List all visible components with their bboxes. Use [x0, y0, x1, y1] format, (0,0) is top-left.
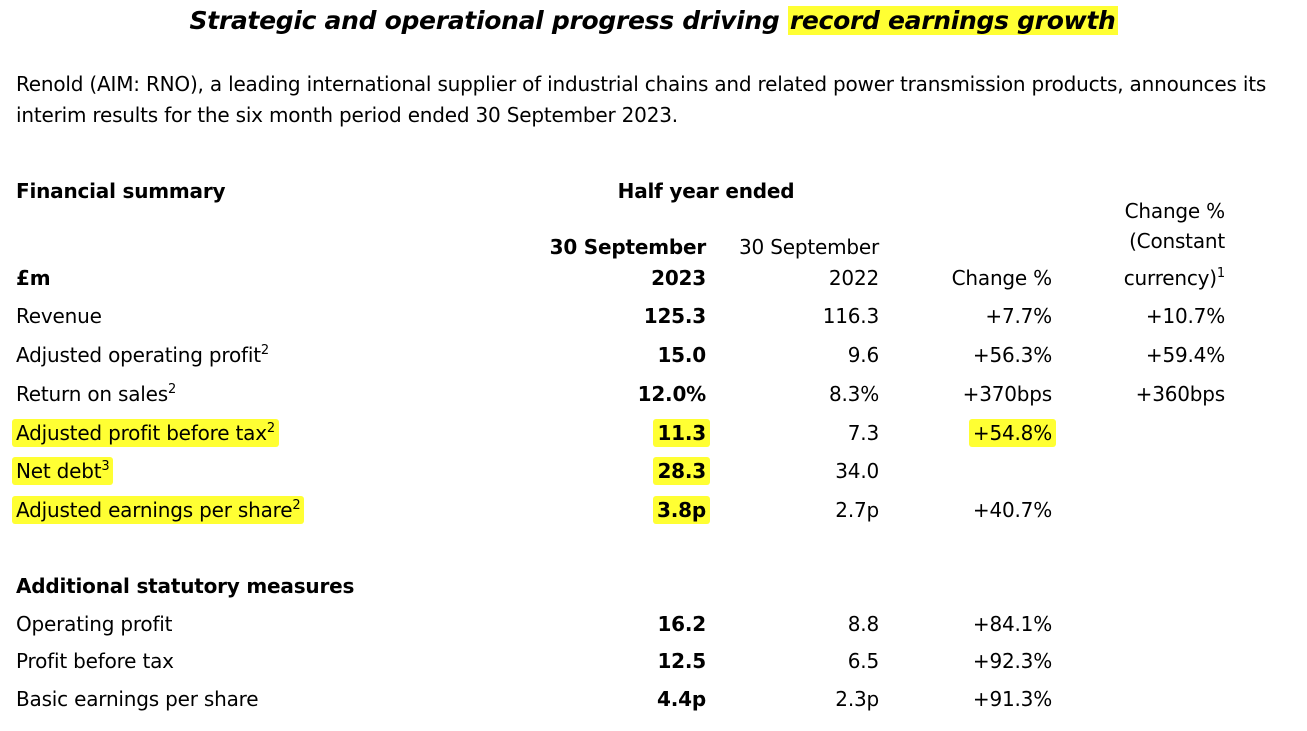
row-current: 12.0%	[637, 382, 707, 406]
row-current: 16.2	[657, 612, 706, 636]
footnote-ref: 2	[266, 421, 275, 436]
row-label: Adjusted earnings per share2	[12, 496, 305, 524]
row-label: Adjusted operating profit2	[16, 343, 269, 367]
statutory-title: Additional statutory measures	[16, 574, 355, 598]
highlight-mark: Adjusted profit before tax2	[12, 419, 279, 447]
footnote-ref: 2	[292, 498, 301, 513]
row-current: 15.0	[657, 343, 706, 367]
cc-header-line3: currency)1	[1123, 266, 1225, 290]
row-cc: +59.4%	[1145, 343, 1225, 367]
row-label: Revenue	[16, 304, 102, 328]
row-cc: +10.7%	[1145, 304, 1225, 328]
footnote-ref: 3	[101, 459, 110, 474]
headline-highlight: record earnings growth	[787, 6, 1118, 35]
highlight-mark: 3.8p	[653, 496, 710, 524]
row-change: +40.7%	[972, 498, 1052, 522]
row-label: Basic earnings per share	[16, 687, 259, 711]
row-prior: 6.5	[847, 649, 879, 673]
row-prior: 2.7p	[835, 498, 879, 522]
highlight-mark: Net debt3	[12, 457, 114, 485]
cc-footnote: 1	[1216, 266, 1225, 281]
col-current-line1: 30 September	[549, 235, 707, 259]
row-current: 12.5	[657, 649, 706, 673]
footnote-ref: 2	[260, 343, 269, 358]
row-label: Net debt3	[12, 457, 114, 485]
row-label: Profit before tax	[16, 649, 174, 673]
row-cc: +360bps	[1135, 382, 1226, 406]
col-prior-line2: 2022	[828, 266, 879, 290]
row-change: +370bps	[962, 382, 1053, 406]
highlight-mark: Adjusted earnings per share2	[12, 496, 305, 524]
col-current-line2: 2023	[651, 266, 706, 290]
col-prior-line1: 30 September	[739, 235, 879, 259]
row-change: +7.7%	[985, 304, 1052, 328]
highlight-mark: 11.3	[653, 419, 710, 447]
period-header: Half year ended	[617, 179, 795, 203]
row-prior: 7.3	[847, 421, 879, 445]
highlight-mark: +54.8%	[968, 419, 1056, 447]
financial-summary-title: Financial summary	[16, 179, 226, 203]
row-current: 28.3	[510, 457, 710, 485]
row-current: 125.3	[643, 304, 706, 328]
intro-paragraph: Renold (AIM: RNO), a leading internation…	[16, 72, 1267, 127]
row-prior: 34.0	[835, 459, 879, 483]
row-label: Adjusted profit before tax2	[12, 419, 279, 447]
headline: Strategic and operational progress drivi…	[0, 4, 1307, 38]
row-current: 4.4p	[657, 687, 706, 711]
cc-header-line1: Change %	[1124, 199, 1226, 223]
row-prior: 116.3	[822, 304, 879, 328]
row-label: Operating profit	[16, 612, 173, 636]
row-prior: 2.3p	[835, 687, 879, 711]
row-prior: 8.3%	[828, 382, 879, 406]
footnote-ref: 2	[167, 382, 177, 397]
col-change: Change %	[951, 266, 1053, 290]
highlight-mark: 28.3	[653, 457, 710, 485]
row-prior: 8.8	[847, 612, 879, 636]
row-label: Return on sales2	[16, 382, 177, 406]
headline-text: Strategic and operational progress drivi…	[189, 6, 788, 35]
unit-label: £m	[16, 266, 51, 290]
row-change: +92.3%	[972, 649, 1052, 673]
row-change: +84.1%	[972, 612, 1052, 636]
row-prior: 9.6	[847, 343, 879, 367]
cc-header-line2: (Constant	[1129, 229, 1225, 253]
row-current: 11.3	[510, 419, 710, 447]
row-change: +54.8%	[880, 419, 1056, 447]
row-current: 3.8p	[510, 496, 710, 524]
row-change: +91.3%	[972, 687, 1052, 711]
row-change: +56.3%	[972, 343, 1052, 367]
